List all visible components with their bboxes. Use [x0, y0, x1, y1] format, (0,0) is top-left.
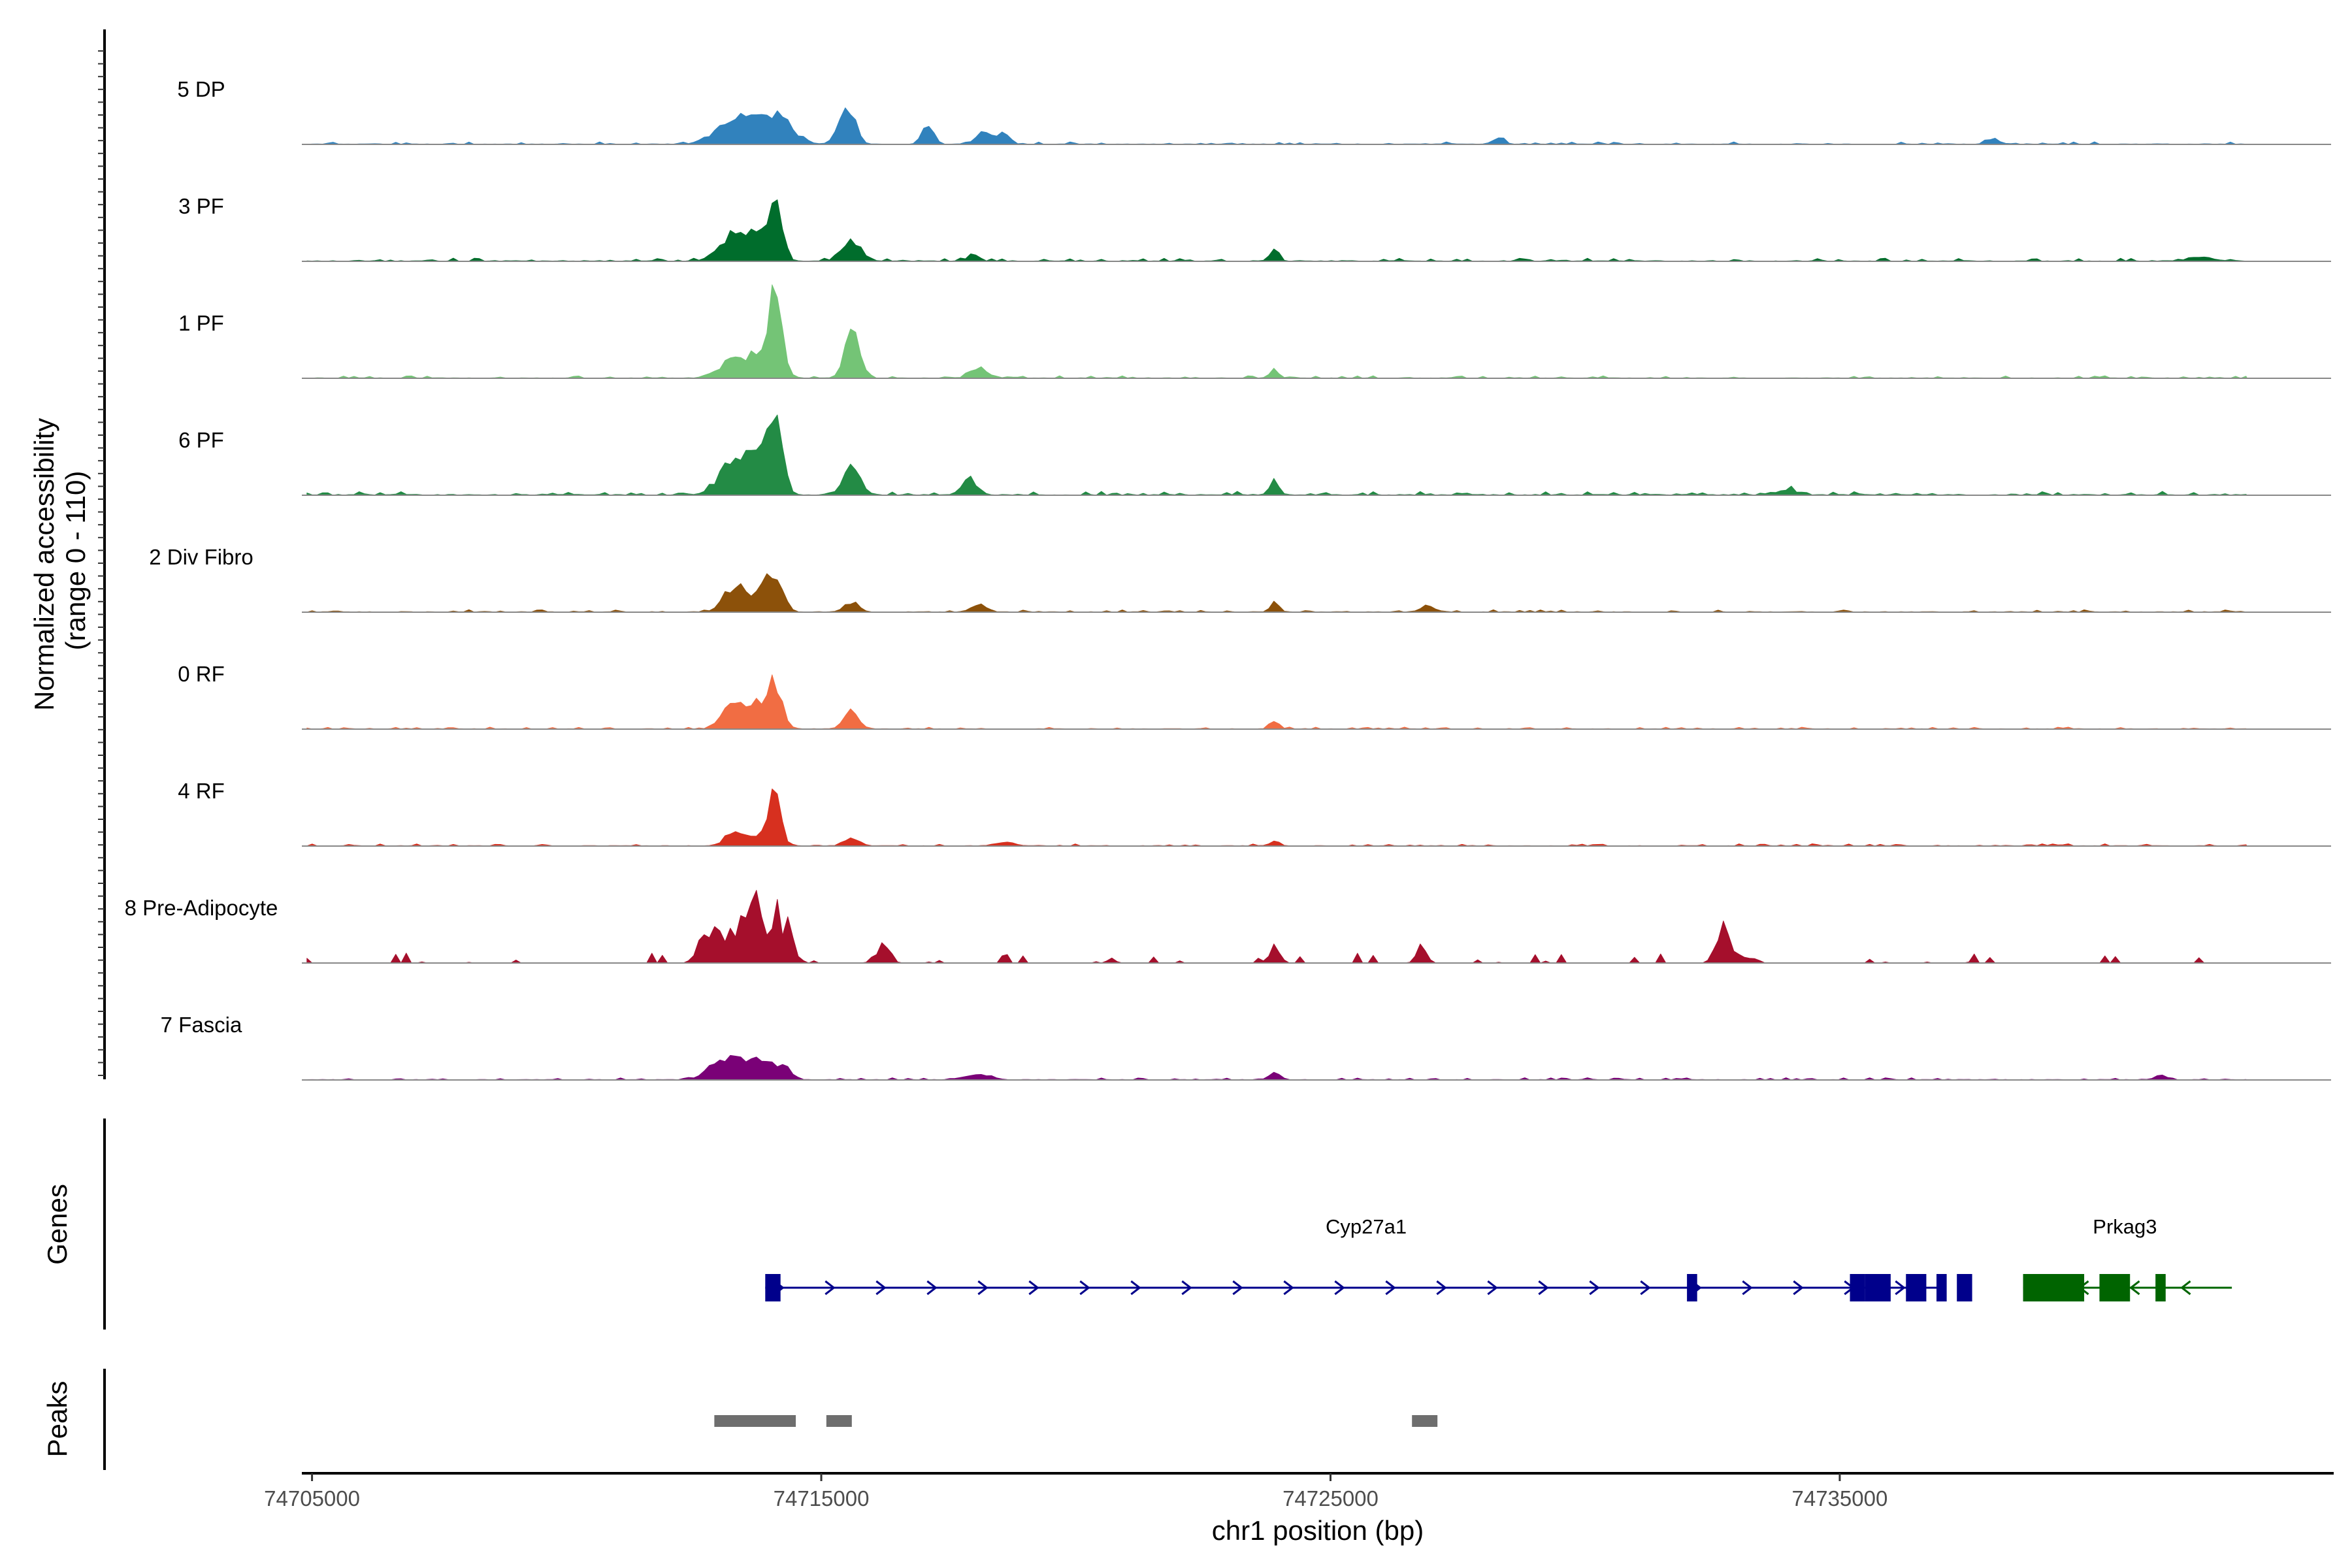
strand-arrow: [1487, 1280, 1498, 1296]
track-label: 7 Fascia: [161, 1013, 242, 1037]
coverage-y-title-line2: (range 0 - 110): [60, 471, 91, 651]
strand-arrow: [926, 1280, 938, 1296]
coverage-y-ticks: [98, 50, 105, 1076]
gene-exon: [1850, 1274, 1865, 1301]
strand-arrow: [1130, 1280, 1141, 1296]
x-tick-label: 74715000: [774, 1486, 870, 1511]
track-label: 6 PF: [178, 428, 224, 452]
strand-arrow: [825, 1280, 836, 1296]
track: 1 PF: [178, 284, 2331, 379]
strand-arrow: [1028, 1280, 1039, 1296]
strand-arrow: [1742, 1280, 1753, 1296]
genes-panel: Genes Cyp27a1 Prkag3: [42, 1119, 2232, 1330]
gene-exon: [1865, 1274, 1891, 1301]
strand-arrow: [1334, 1280, 1345, 1296]
coverage-y-title-line1: Normalized accessibility: [29, 418, 59, 711]
gene: Cyp27a1: [765, 1215, 1972, 1301]
strand-arrow: [1895, 1280, 1906, 1296]
track: 4 RF: [178, 779, 2331, 847]
strand-arrow: [1232, 1280, 1243, 1296]
track: 3 PF: [178, 194, 2331, 262]
peak-regions: [714, 1415, 1438, 1427]
x-axis: 74705000 74715000 74725000 74735000 chr1 po…: [264, 1472, 2334, 1546]
gene-exon: [765, 1274, 781, 1301]
strand-arrow: [1079, 1280, 1090, 1296]
gene: Prkag3: [2023, 1215, 2232, 1301]
peak-region: [714, 1415, 796, 1427]
x-axis-ticks: 74705000 74715000 74725000 74735000: [264, 1473, 1887, 1511]
strand-arrow: [1436, 1280, 1447, 1296]
x-axis-title: chr1 position (bp): [1212, 1515, 1424, 1546]
coverage-tracks: 5 DP 3 PF 1 PF 6 PF 2 Div Fibro 0 RF 4 RF 8 Pre…: [125, 77, 2331, 1081]
track-label: 4 RF: [178, 779, 225, 803]
gene-models: Cyp27a1 Prkag3: [765, 1215, 2232, 1301]
strand-arrow: [977, 1280, 988, 1296]
peak-region: [826, 1415, 852, 1427]
strand-arrow: [1640, 1280, 1651, 1296]
strand-arrow: [2180, 1280, 2191, 1296]
gene-exon: [1906, 1274, 1927, 1301]
coverage-y-axis-title: Normalized accessibility (range 0 - 110): [29, 410, 91, 711]
track-label: 1 PF: [178, 311, 224, 335]
track-label: 8 Pre-Adipocyte: [125, 896, 278, 920]
coverage-area: [306, 414, 2247, 496]
track-label: 3 PF: [178, 194, 224, 218]
track-label: 0 RF: [178, 662, 225, 686]
track: 0 RF: [178, 662, 2331, 730]
x-tick-label: 74725000: [1282, 1486, 1379, 1511]
track: 6 PF: [178, 414, 2331, 496]
track: 8 Pre-Adipocyte: [125, 890, 2331, 964]
peak-region: [1412, 1415, 1438, 1427]
gene-exon: [1936, 1274, 1947, 1301]
track-label: 5 DP: [177, 77, 225, 101]
strand-arrow: [1283, 1280, 1294, 1296]
gene-label: Prkag3: [2093, 1215, 2157, 1238]
strand-arrow: [1538, 1280, 1549, 1296]
gene-exon: [1957, 1274, 1972, 1301]
strand-arrow: [875, 1280, 887, 1296]
strand-arrow: [1181, 1280, 1192, 1296]
peaks-panel: Peaks: [42, 1369, 1438, 1470]
peaks-panel-title: Peaks: [42, 1381, 73, 1458]
track: 7 Fascia: [161, 1013, 2331, 1081]
strand-arrow: [1793, 1280, 1804, 1296]
track-label: 2 Div Fibro: [149, 545, 253, 569]
gene-exon: [1687, 1274, 1697, 1301]
gene-label: Cyp27a1: [1326, 1215, 1407, 1238]
gene-exon: [2023, 1274, 2085, 1301]
track: 5 DP: [177, 77, 2331, 145]
genes-panel-title: Genes: [42, 1184, 73, 1265]
coverage-panel: Normalized accessibility (range 0 - 110)…: [29, 29, 2331, 1081]
gene-exon: [2155, 1274, 2166, 1301]
strand-arrow: [1589, 1280, 1600, 1296]
track: 2 Div Fibro: [149, 545, 2331, 613]
gene-exon: [2099, 1274, 2131, 1301]
strand-arrow: [1385, 1280, 1396, 1296]
x-tick-label: 74735000: [1792, 1486, 1888, 1511]
strand-arrow: [2129, 1280, 2140, 1296]
x-tick-label: 74705000: [264, 1486, 360, 1511]
